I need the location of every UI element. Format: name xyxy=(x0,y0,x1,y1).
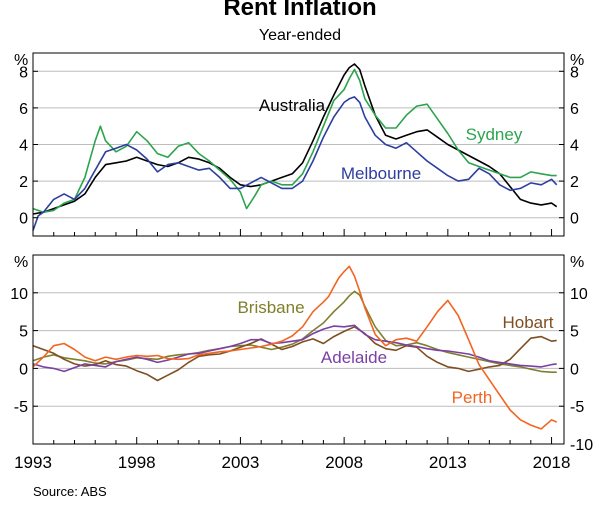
ytick-label-left: 5 xyxy=(19,324,28,341)
series-line-adelaide xyxy=(32,324,557,373)
ytick-label-left: 2 xyxy=(19,174,28,191)
series-line-melbourne xyxy=(32,96,558,231)
ytick-label-left: 4 xyxy=(19,138,28,155)
xtick-label: 2018 xyxy=(533,453,571,472)
ytick-label-right: 6 xyxy=(570,101,579,118)
ytick-label-left: 6 xyxy=(19,101,28,118)
series-line-australia xyxy=(32,63,558,215)
xtick-label: 2003 xyxy=(222,453,260,472)
ytick-label-left: 0 xyxy=(19,361,28,378)
panel-frame xyxy=(32,254,565,445)
ytick-label-right: 5 xyxy=(570,324,579,341)
ytick-label-right: 0 xyxy=(570,211,579,228)
legend-label-australia: Australia xyxy=(259,96,326,115)
legend-label-brisbane: Brisbane xyxy=(237,298,304,317)
series-line-perth xyxy=(32,265,558,430)
unit-label-left: % xyxy=(14,52,28,69)
chart-title: Rent Inflation xyxy=(223,0,377,21)
legend-label-melbourne: Melbourne xyxy=(341,164,421,183)
legend-label-hobart: Hobart xyxy=(502,313,553,332)
unit-label-left: % xyxy=(14,254,28,271)
ytick-label-left: -5 xyxy=(14,399,28,416)
xtick-label: 2013 xyxy=(429,453,467,472)
ytick-label-right: -10 xyxy=(570,437,593,454)
legend-label-perth: Perth xyxy=(452,388,493,407)
xtick-label: 2008 xyxy=(325,453,363,472)
chart-subtitle: Year-ended xyxy=(258,27,342,44)
ytick-label-right: 2 xyxy=(570,174,579,191)
series-line-sydney xyxy=(32,68,557,213)
ytick-label-right: 0 xyxy=(570,361,579,378)
unit-label-right: % xyxy=(570,254,584,271)
ytick-label-left: 8 xyxy=(19,64,28,81)
xtick-label: 1993 xyxy=(14,453,52,472)
xtick-label: 1998 xyxy=(118,453,156,472)
ytick-label-right: -5 xyxy=(570,399,584,416)
series-line-hobart xyxy=(32,325,557,382)
unit-label-right: % xyxy=(570,52,584,69)
ytick-label-right: 8 xyxy=(570,64,579,81)
ytick-label-right: 4 xyxy=(570,138,579,155)
ytick-label-left: 10 xyxy=(10,286,28,303)
ytick-label-right: 10 xyxy=(570,286,588,303)
ytick-label-left: 0 xyxy=(19,211,28,228)
source-note: Source: ABS xyxy=(33,484,107,499)
legend-label-sydney: Sydney xyxy=(466,125,523,144)
legend-label-adelaide: Adelaide xyxy=(321,348,387,367)
